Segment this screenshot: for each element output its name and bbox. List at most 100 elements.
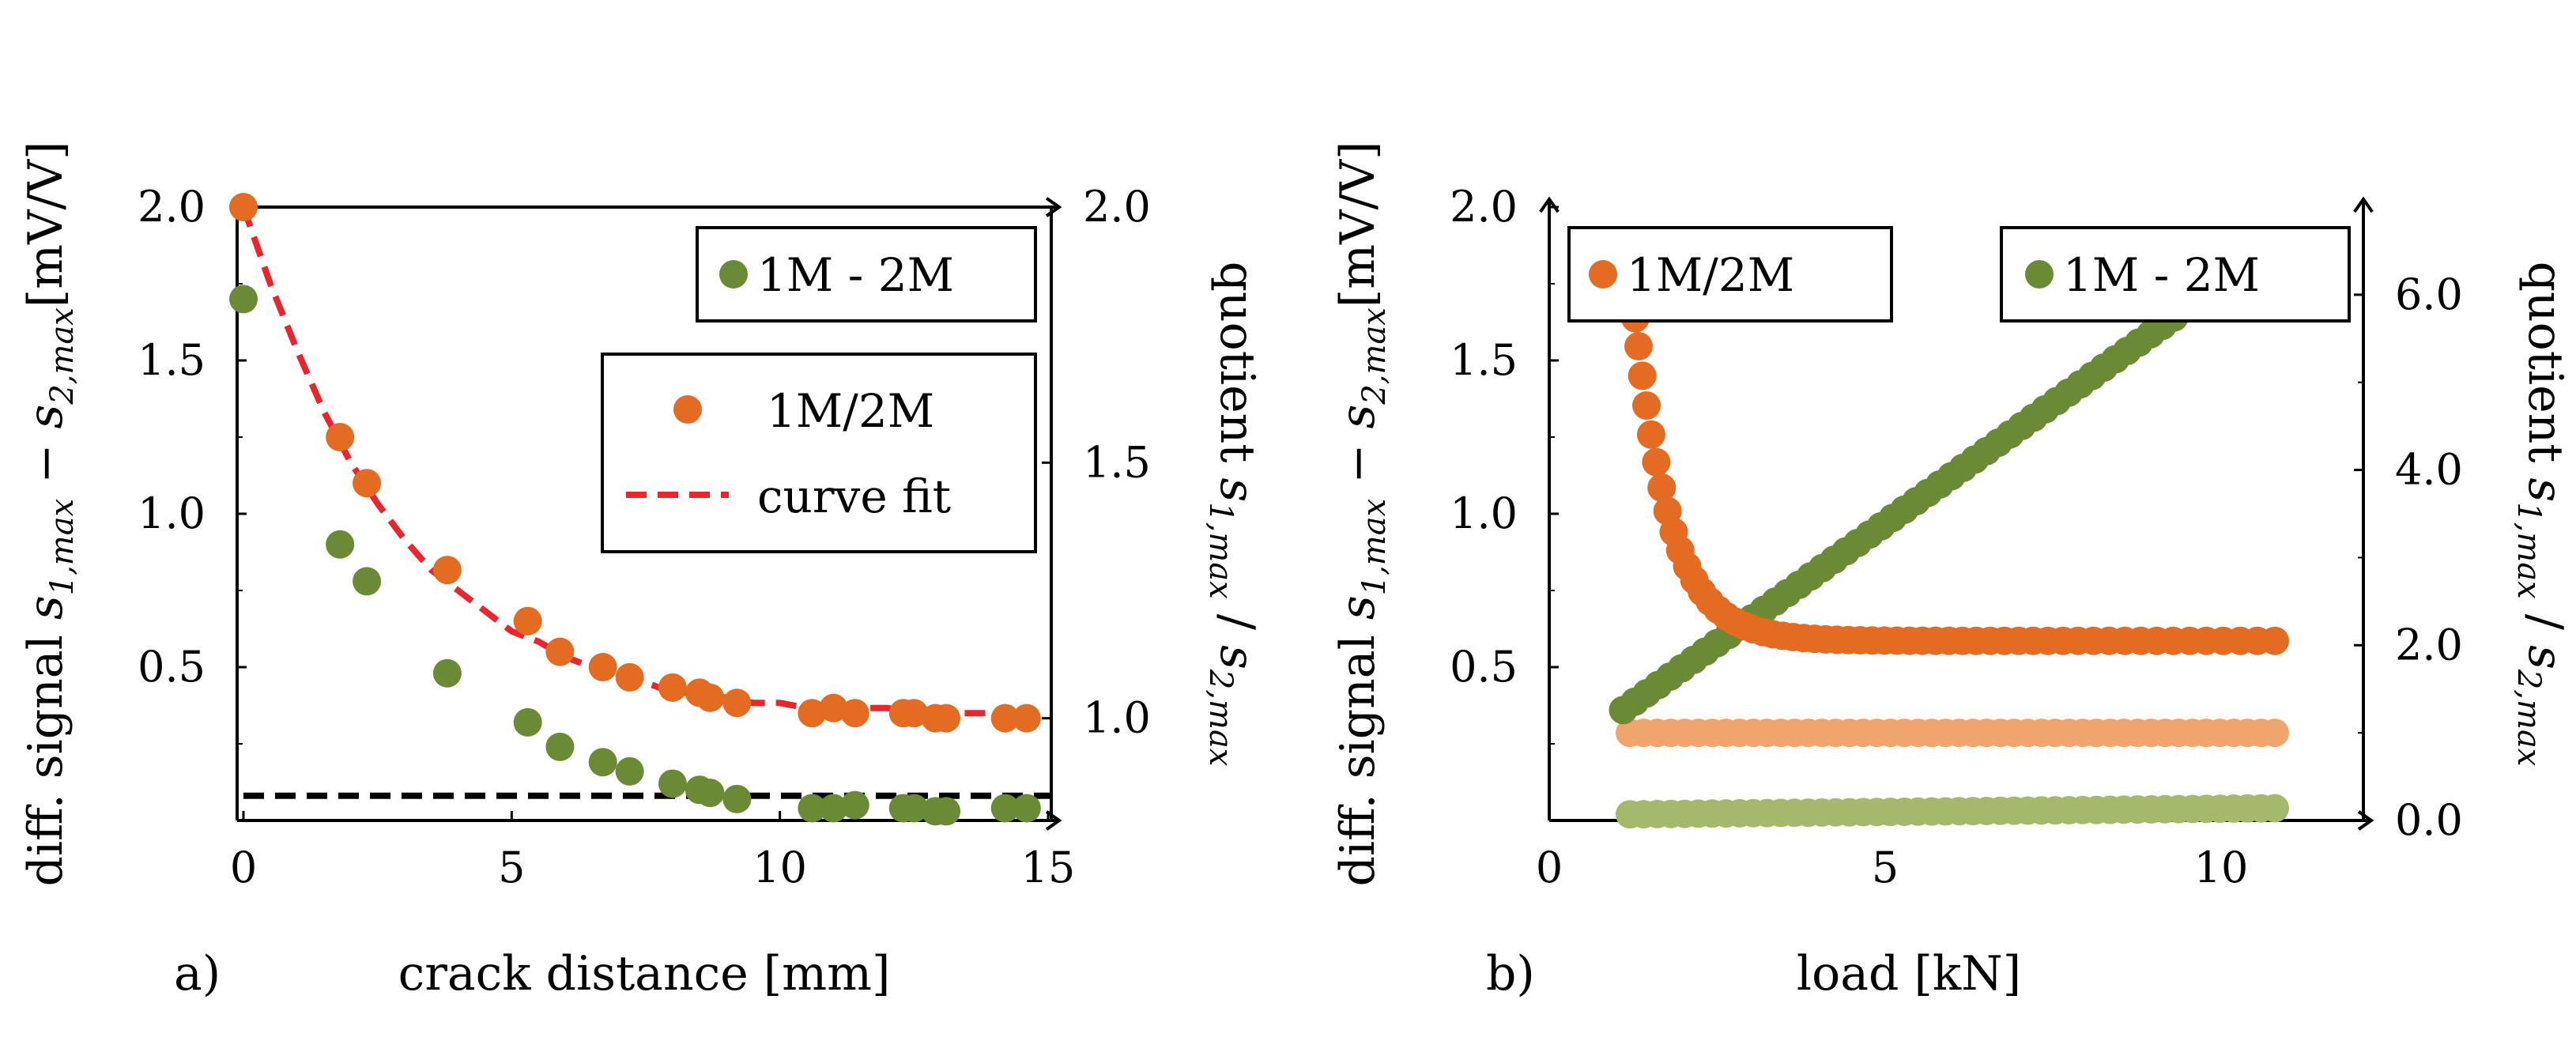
- y-left-label-s2: s: [1330, 405, 1386, 429]
- y-right-label-s2: s: [2518, 645, 2573, 669]
- diff-point: [1012, 794, 1041, 823]
- y-left-tick-label: 0.5: [138, 642, 206, 692]
- quotient-point: [819, 693, 848, 722]
- y-right-tick-label: 4.0: [2395, 445, 2463, 495]
- legend-label-diff: 1M - 2M: [2063, 248, 2260, 302]
- y-left-label-sub1: 1,max: [44, 499, 81, 596]
- quotient-point: [1636, 420, 1665, 449]
- legend-marker-quotient: [673, 395, 702, 424]
- y-right-tick-label: 6.0: [2395, 270, 2463, 319]
- y-left-label-s1: s: [18, 595, 74, 620]
- diff-point: [900, 794, 929, 823]
- quotient-point: [1647, 473, 1676, 503]
- y-left-label-text: diff. signal: [18, 620, 74, 886]
- quotient-point: [513, 606, 542, 636]
- y-right-tick-label: 2.0: [2395, 620, 2463, 669]
- y-left-label-sub2: 2,max: [1356, 307, 1393, 405]
- legend-label-curve-fit: curve fit: [757, 470, 951, 523]
- y-right-label-slash: /: [2518, 599, 2573, 645]
- y-right-label-sub1: 1,max: [1202, 502, 1239, 599]
- legend-box-bottom: [601, 353, 1037, 553]
- y-left-axis-label: diff. signal s1,max − s2,max[mV/V]: [18, 141, 81, 887]
- quotient-point: [1632, 391, 1661, 421]
- y-left-tick-label: 1.0: [1450, 488, 1518, 538]
- diff-point: [990, 794, 1020, 823]
- quotient-point: [1624, 332, 1654, 361]
- x-tick-label: 5: [1872, 843, 1899, 892]
- y-right-axis-label: quotient s1,max / s2,max: [2510, 262, 2573, 767]
- top-axis-arrow: [1045, 197, 1062, 217]
- legend-label-quotient: 1M/2M: [767, 384, 934, 438]
- reference-diff-point: [2261, 794, 2289, 823]
- diff-point: [432, 658, 462, 688]
- y-right-label-sub2: 2,max: [2510, 669, 2547, 767]
- x-tick-label: 15: [1021, 843, 1076, 892]
- legend-box-top: [696, 226, 1037, 322]
- y-left-label-minus: −: [1330, 428, 1386, 498]
- legend-marker-diff: [719, 260, 748, 289]
- y-right-label-s1: s: [1209, 477, 1265, 502]
- y-left-label-s2: s: [18, 405, 74, 429]
- panel-label-b: b): [1486, 946, 1535, 1001]
- diff-point: [658, 769, 687, 798]
- diff-point: [696, 779, 725, 808]
- diff-point: [798, 794, 827, 823]
- panel-b-load: 0 5 10 0.5 1.0 1.5 2.0 0.0 2.0 4.0 6.0 1M/2M 1M - 2M…: [1330, 141, 2573, 1001]
- panel-a-crack-distance: 0 5 10 15 0.5 1.0 1.5 2.0 1.0 1.5 2.0 1M - 2M 1M/2M c…: [18, 141, 1265, 1001]
- legend-label-quotient: 1M/2M: [1627, 248, 1794, 302]
- y-right-axis-label: quotient s1,max / s2,max: [1202, 262, 1265, 767]
- quotient-point: [588, 653, 617, 681]
- legend-marker-diff: [2025, 260, 2054, 289]
- y-right-tick-label: 0.0: [2395, 795, 2463, 845]
- legend-marker-quotient: [1589, 260, 1617, 289]
- y-left-label-s1: s: [1330, 595, 1386, 620]
- y-right-label-text: quotient: [1209, 262, 1265, 478]
- y-right-axis-arrow: [2353, 196, 2374, 213]
- y-left-label-text: diff. signal: [1330, 620, 1386, 886]
- quotient-point: [840, 699, 869, 728]
- x-tick-label: 0: [1536, 843, 1563, 892]
- y-left-tick-label: 1.5: [138, 335, 206, 385]
- y-right-label-s1: s: [2518, 477, 2573, 502]
- quotient-point: [545, 637, 575, 666]
- quotient-point: [432, 556, 462, 585]
- y-right-tick-label: 1.0: [1083, 693, 1151, 743]
- y-right-label-sub1: 1,max: [2510, 502, 2547, 599]
- y-left-tick-label: 1.5: [1450, 335, 1518, 385]
- y-right-label-s2: s: [1209, 645, 1265, 669]
- diff-point: [326, 530, 355, 559]
- quotient-point: [353, 469, 382, 498]
- x-tick-label: 5: [498, 843, 525, 892]
- x-axis-arrow: [2357, 810, 2374, 831]
- x-axis-label: load [kN]: [1797, 946, 2021, 1001]
- quotient-point: [326, 423, 355, 451]
- diff-point: [722, 784, 752, 813]
- diff-point: [353, 567, 382, 596]
- panel-label-a: a): [174, 946, 221, 1001]
- quotient-point: [798, 699, 827, 728]
- quotient-point: [1627, 361, 1657, 390]
- x-axis-arrow: [1045, 810, 1062, 831]
- y-left-tick-label: 2.0: [138, 182, 206, 232]
- quotient-point: [1642, 447, 1671, 477]
- diff-point: [229, 285, 258, 314]
- y-left-axis-label: diff. signal s1,max − s2,max[mV/V]: [1330, 141, 1393, 887]
- x-tick-label: 10: [2194, 843, 2249, 892]
- y-left-tick-label: 0.5: [1450, 642, 1518, 692]
- x-tick-label: 10: [752, 843, 807, 892]
- quotient-point: [2261, 626, 2289, 655]
- y-right-label-text: quotient: [2518, 262, 2573, 478]
- quotient-point: [1012, 703, 1041, 733]
- quotient-point: [722, 688, 752, 718]
- y-right-label-sub2: 2,max: [1202, 669, 1239, 767]
- quotient-point: [658, 673, 687, 702]
- y-left-label-sub2: 2,max: [44, 307, 81, 405]
- quotient-point: [696, 683, 725, 712]
- y-right-tick-label: 2.0: [1083, 182, 1151, 232]
- y-left-label-sub1: 1,max: [1356, 499, 1393, 596]
- reference-quotient-point: [2261, 719, 2289, 748]
- y-left-label-unit: [mV/V]: [1330, 141, 1386, 308]
- quotient-point: [229, 193, 258, 221]
- y-right-label-slash: /: [1209, 599, 1265, 645]
